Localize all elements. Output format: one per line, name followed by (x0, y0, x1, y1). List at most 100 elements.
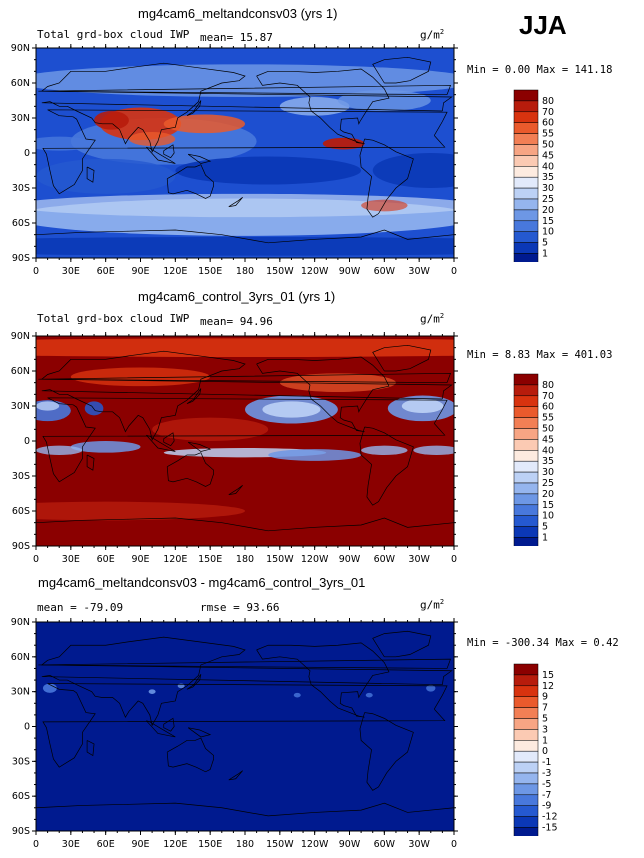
colorbar-label: 60 (542, 402, 554, 413)
map-group (36, 336, 454, 546)
colorbar-label: 30 (542, 467, 554, 478)
coastline (36, 517, 454, 532)
field-region (94, 111, 129, 130)
colorbar-box (513, 685, 539, 697)
coastline (372, 56, 432, 84)
field-region (365, 692, 373, 698)
panel-2-title: mg4cam6_control_3yrs_01 (yrs 1) (138, 289, 336, 304)
field-region (268, 449, 362, 461)
lat-label: 60S (12, 791, 30, 802)
coastline (40, 350, 453, 441)
colorbar-box (513, 696, 539, 708)
colorbar-label: 1 (542, 533, 548, 544)
panel-3-rmse: rmse = 93.66 (200, 601, 280, 614)
colorbar-box (513, 537, 539, 546)
colorbar-label: 10 (542, 511, 554, 522)
lon-label: 90E (131, 554, 149, 565)
lon-label: 90W (339, 266, 361, 277)
coastline (166, 164, 214, 199)
lon-label: 90W (339, 839, 361, 850)
coastline (42, 683, 448, 768)
coastline (187, 727, 212, 738)
coastline (359, 138, 414, 218)
lon-label: 150W (266, 554, 294, 565)
colorbar-box (513, 729, 539, 741)
colorbar-label: 15 (542, 500, 554, 511)
field-region (293, 692, 301, 698)
colorbar-label: 12 (542, 681, 554, 692)
coastline (36, 229, 454, 244)
panel-3-mean: mean = -79.09 (37, 601, 124, 614)
colorbar-box (513, 772, 539, 785)
lon-label: 60W (374, 839, 396, 850)
coastline (166, 452, 214, 487)
lat-label: 0 (24, 722, 30, 733)
lat-label: 30N (11, 687, 30, 698)
lon-label: 30W (408, 554, 430, 565)
coastline (42, 397, 448, 483)
colorbar-label: 50 (542, 424, 554, 435)
panel-2-minmax: Min = 8.83 Max = 401.03 (467, 349, 613, 361)
map-group (36, 622, 454, 831)
lat-label: 30S (12, 471, 30, 482)
field-region (148, 689, 156, 694)
lon-label: 120E (163, 266, 187, 277)
coastline (359, 712, 414, 791)
field-region (177, 683, 185, 689)
colorbar-box (513, 663, 539, 676)
field-region (36, 158, 176, 194)
coastline (146, 720, 176, 738)
colorbar-label: 10 (542, 227, 554, 238)
lat-label: 90S (12, 541, 30, 552)
lon-label: 120W (301, 266, 329, 277)
colorbar-label: 25 (542, 194, 554, 205)
colorbar-label: 1 (542, 735, 548, 746)
coastline (166, 737, 214, 773)
lat-label: 30S (12, 756, 30, 767)
colorbar-label: 35 (542, 456, 554, 467)
coastline (146, 434, 176, 452)
lon-label: 150E (198, 554, 222, 565)
field-region (413, 445, 454, 455)
colorbar-box (513, 718, 539, 730)
lat-label: 30N (11, 113, 30, 124)
field-region (401, 399, 444, 413)
colorbar-label: -1 (542, 757, 551, 768)
lat-label: 90S (12, 826, 30, 837)
field-region (36, 136, 95, 151)
lon-label: 30W (408, 266, 430, 277)
field-region (36, 64, 454, 97)
lon-label: 60E (97, 554, 115, 565)
field-region (128, 132, 176, 146)
coastline (38, 658, 452, 669)
panel-1-mean: mean= 15.87 (200, 31, 273, 44)
coastline (372, 630, 432, 658)
colorbar-label: 70 (542, 107, 554, 118)
colorbar-box (513, 794, 539, 806)
coastline (256, 642, 390, 718)
coastline (163, 144, 175, 159)
colorbar-label: 7 (542, 703, 548, 714)
season-label: JJA (519, 10, 567, 40)
lon-label: 60E (97, 266, 115, 277)
lon-label: 30E (62, 266, 80, 277)
colorbar-label: 5 (542, 238, 548, 249)
field-region (361, 445, 408, 456)
panel-3-title: mg4cam6_meltandconsv03 - mg4cam6_control… (38, 575, 366, 590)
coastline (187, 441, 212, 452)
panel-2-units: g/m2 (420, 312, 445, 326)
colorbar-label: 0 (542, 746, 548, 757)
lon-label: 0 (33, 554, 39, 565)
panel-1-title: mg4cam6_meltandconsv03 (yrs 1) (138, 6, 338, 21)
lat-label: 60N (11, 652, 30, 663)
lon-label: 60E (97, 839, 115, 850)
field-region (36, 401, 60, 411)
field-region (152, 417, 269, 442)
colorbar-box (513, 827, 539, 836)
colorbar-label: 5 (542, 522, 548, 533)
colorbar-box (513, 816, 539, 828)
lon-label: 30W (408, 839, 430, 850)
colorbar-label: 3 (542, 724, 548, 735)
